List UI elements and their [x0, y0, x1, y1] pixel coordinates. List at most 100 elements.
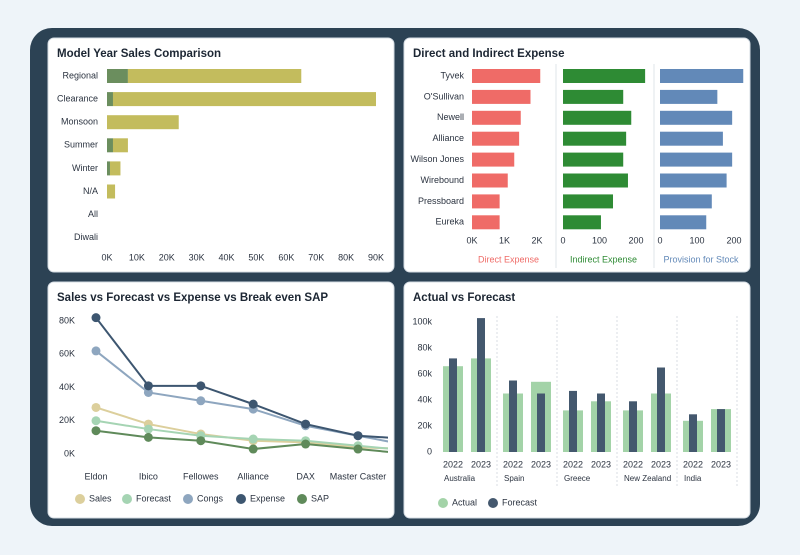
- bar-segment: [107, 92, 113, 107]
- bar: [563, 89, 624, 104]
- bar-segment: [112, 92, 376, 107]
- y-tick-label: 80K: [59, 315, 75, 325]
- marker: [143, 424, 153, 434]
- chart-title: Direct and Indirect Expense: [413, 48, 564, 60]
- category-label: Newell: [437, 112, 464, 122]
- legend-swatch: [183, 494, 193, 504]
- x-tick-label: DAX: [296, 471, 315, 481]
- category-label: Winter: [72, 163, 98, 173]
- x-tick-label: 100: [689, 235, 704, 245]
- y-tick-label: 20K: [59, 415, 75, 425]
- legend-label: Actual: [452, 497, 477, 507]
- bar-segment: [127, 69, 302, 83]
- bar: [472, 194, 500, 209]
- bar: [689, 414, 697, 452]
- x-tick-label: Master Caster: [330, 471, 387, 481]
- y-tick-label: 20k: [417, 420, 432, 430]
- marker: [353, 431, 363, 441]
- y-tick-label: 60K: [59, 349, 75, 359]
- legend-swatch: [438, 498, 448, 508]
- x-tick-label: 2023: [711, 459, 731, 469]
- bar-segment: [109, 161, 121, 176]
- x-tick-label: 2022: [443, 459, 463, 469]
- legend-swatch: [122, 494, 132, 504]
- category-label: Eureka: [435, 217, 464, 227]
- category-label: Wirebound: [420, 175, 464, 185]
- category-label: Regional: [62, 70, 98, 80]
- x-tick-label: Eldon: [84, 471, 107, 481]
- panel-label: Direct Expense: [478, 254, 539, 264]
- bar: [563, 110, 632, 125]
- x-tick-label: 2022: [683, 459, 703, 469]
- bar: [472, 69, 541, 83]
- marker: [248, 434, 258, 444]
- x-tick-label: 2022: [563, 459, 583, 469]
- category-label: N/A: [83, 186, 98, 196]
- category-label: Diwali: [74, 232, 98, 242]
- category-label: Pressboard: [418, 196, 464, 206]
- bar: [472, 215, 500, 230]
- x-tick-label: 200: [628, 235, 643, 245]
- marker: [143, 381, 153, 391]
- x-tick-label: 0: [657, 235, 662, 245]
- legend-label: Expense: [250, 493, 285, 503]
- y-tick-label: 40K: [59, 382, 75, 392]
- x-tick-label: 2023: [651, 459, 671, 469]
- legend-label: Forecast: [136, 493, 172, 503]
- x-tick-label: Alliance: [237, 471, 269, 481]
- panel: [47, 281, 395, 519]
- group-label: India: [684, 474, 702, 483]
- y-tick-label: 0K: [64, 448, 75, 458]
- marker: [196, 396, 206, 406]
- group-label: Greece: [564, 474, 591, 483]
- chart-title: Actual vs Forecast: [413, 292, 515, 304]
- group-label: Spain: [504, 474, 524, 483]
- x-tick-label: 1K: [499, 235, 510, 245]
- bar-segment: [107, 138, 113, 153]
- marker: [91, 426, 101, 436]
- category-label: Wilson Jones: [410, 154, 464, 164]
- bar: [563, 215, 601, 230]
- y-tick-label: 60k: [417, 368, 432, 378]
- legend-label: SAP: [311, 493, 329, 503]
- bar-segment: [107, 115, 179, 130]
- legend-label: Congs: [197, 493, 224, 503]
- bar: [563, 194, 614, 209]
- bar: [509, 380, 517, 452]
- bar: [597, 393, 605, 452]
- x-tick-label: Ibico: [139, 471, 158, 481]
- x-tick-label: 2K: [531, 235, 542, 245]
- legend-label: Forecast: [502, 497, 538, 507]
- bar: [563, 173, 628, 188]
- bar: [472, 173, 508, 188]
- bar: [660, 173, 727, 188]
- bar: [449, 358, 457, 452]
- x-tick-label: 2023: [471, 459, 491, 469]
- marker: [196, 381, 206, 391]
- bar: [472, 131, 520, 146]
- marker: [91, 416, 101, 426]
- bar: [472, 110, 521, 125]
- legend-swatch: [75, 494, 85, 504]
- legend-swatch: [297, 494, 307, 504]
- x-tick-label: Fellowes: [183, 471, 219, 481]
- bar: [717, 409, 725, 452]
- x-tick-label: 2023: [531, 459, 551, 469]
- legend-label: Sales: [89, 493, 112, 503]
- category-label: Clearance: [57, 93, 98, 103]
- marker: [91, 313, 101, 323]
- bar: [660, 152, 733, 167]
- x-tick-label: 40K: [219, 252, 235, 262]
- panel-label: Provision for Stock: [663, 254, 739, 264]
- marker: [301, 439, 311, 449]
- marker: [143, 387, 153, 397]
- chart-title: Sales vs Forecast vs Expense vs Break ev…: [57, 292, 328, 304]
- y-tick-label: 0: [427, 446, 432, 456]
- bar: [537, 393, 545, 452]
- bar: [657, 367, 665, 452]
- marker: [91, 346, 101, 356]
- bar: [660, 215, 707, 230]
- marker: [301, 419, 311, 429]
- marker: [353, 444, 363, 454]
